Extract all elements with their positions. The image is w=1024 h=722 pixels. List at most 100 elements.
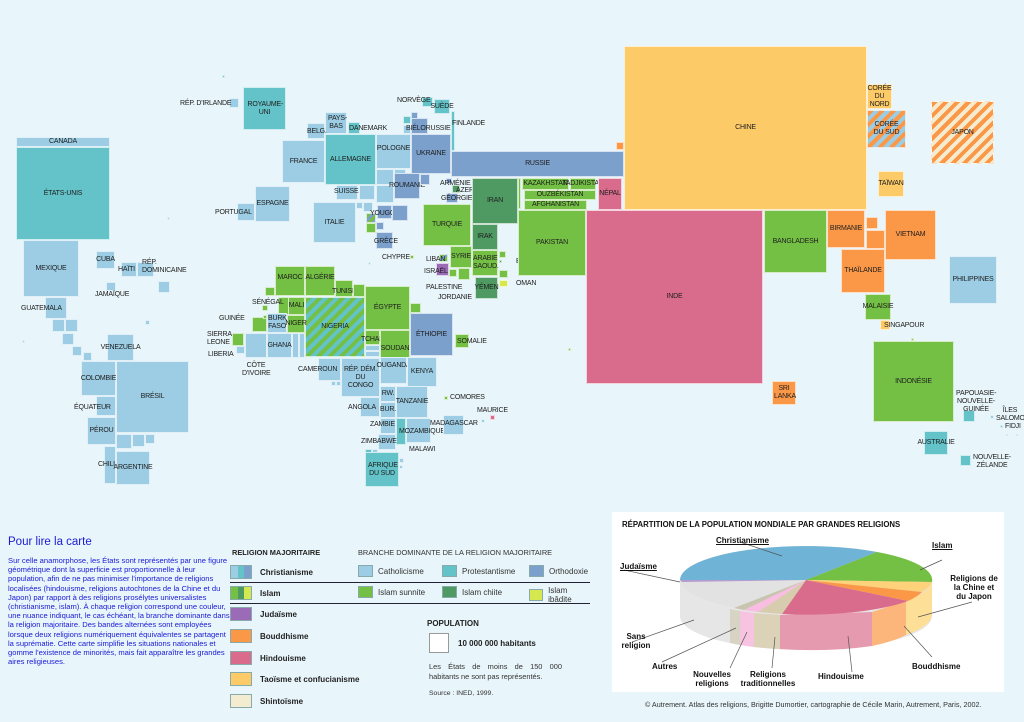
country-venezuela[interactable]: VENEZUELA xyxy=(101,334,141,361)
country-afghanistan[interactable]: AFGHANISTAN xyxy=(524,200,587,210)
country-tchequie[interactable] xyxy=(376,169,394,185)
country-thailande[interactable]: THAÏLANDE xyxy=(841,249,885,293)
country-birmanie[interactable]: BIRMANIE xyxy=(827,210,865,248)
country-kazakhstan[interactable]: KAZAKHSTAN xyxy=(522,178,569,190)
country-norvege[interactable] xyxy=(422,97,433,107)
country-kenya[interactable]: KENYA xyxy=(407,357,437,387)
country-somalie[interactable] xyxy=(455,334,469,348)
country-erythree[interactable] xyxy=(410,303,421,313)
country-estonie[interactable] xyxy=(403,116,411,124)
country-belgique[interactable] xyxy=(307,123,325,139)
country-guinee[interactable] xyxy=(252,317,267,332)
country-jamaique[interactable] xyxy=(106,282,116,291)
country-hongrie[interactable] xyxy=(376,185,394,203)
country-japon[interactable]: JAPON xyxy=(931,101,994,164)
country-comores[interactable] xyxy=(444,396,448,400)
country-macedoine[interactable] xyxy=(376,222,384,230)
country-nouvelle-zelande[interactable] xyxy=(960,455,971,466)
country-gambie[interactable] xyxy=(262,305,268,311)
country-espagne[interactable]: ESPAGNE xyxy=(255,186,290,222)
country-lesotho[interactable] xyxy=(399,458,404,463)
country-islande[interactable] xyxy=(222,75,225,78)
country-maldives[interactable] xyxy=(568,348,571,351)
country-sri-lanka[interactable]: SRI LANKA xyxy=(772,381,796,405)
country-rwanda[interactable]: RW. xyxy=(380,386,396,402)
country-chypre[interactable] xyxy=(410,255,414,259)
country-armenie[interactable] xyxy=(446,178,452,184)
country-allemagne[interactable]: ALLEMAGNE xyxy=(325,134,376,185)
country-pays-bas[interactable]: PAYS-BAS xyxy=(325,112,347,134)
country-ukraine[interactable]: UKRAINE xyxy=(411,134,451,174)
country-small[interactable] xyxy=(132,434,145,447)
country-inde[interactable]: INDE xyxy=(586,210,763,384)
country-soudan[interactable]: SOUDAN xyxy=(380,330,410,360)
country-slovenie[interactable] xyxy=(356,202,363,209)
country-azerbaidjan[interactable] xyxy=(452,185,460,193)
country-yougoslavie[interactable] xyxy=(377,205,392,219)
country-bielorussie[interactable] xyxy=(411,118,428,134)
country-cameroun[interactable] xyxy=(318,358,341,381)
country-chine[interactable]: CHINE xyxy=(624,46,867,210)
country-pologne[interactable]: POLOGNE xyxy=(376,134,411,169)
country-small[interactable] xyxy=(167,217,170,220)
country-autriche[interactable] xyxy=(359,185,375,200)
country-tchad[interactable] xyxy=(365,330,380,345)
country-roumanie[interactable]: ROUMANIE xyxy=(389,173,425,199)
country-madagascar[interactable] xyxy=(443,415,464,435)
country-ouganda[interactable]: OUGANDA xyxy=(377,357,411,384)
country-afrique-sud[interactable]: AFRIQUE DU SUD xyxy=(365,452,399,487)
country-oman[interactable] xyxy=(499,280,508,287)
country-russie[interactable]: RUSSIE xyxy=(451,151,624,177)
country-egypte[interactable]: ÉGYPTE xyxy=(365,286,410,330)
country-libye[interactable] xyxy=(353,284,365,297)
country-pakistan[interactable]: PAKISTAN xyxy=(518,210,586,276)
country-niger[interactable]: NIGER xyxy=(285,315,307,333)
country-arabie[interactable]: ARABIE SAOUD. xyxy=(472,250,499,276)
country-ouzbekistan[interactable]: OUZBÉKISTAN xyxy=(524,190,596,200)
country-algerie[interactable]: ALGÉRIE xyxy=(305,266,335,296)
country-small[interactable] xyxy=(158,281,170,293)
country-philippines[interactable]: PHILIPPINES xyxy=(949,256,997,304)
country-salomon[interactable] xyxy=(990,415,994,419)
country-nepal[interactable]: NÉPAL xyxy=(598,178,622,210)
country-laos[interactable] xyxy=(866,217,878,229)
country-mauritanie[interactable] xyxy=(265,287,275,296)
country-mongolie[interactable] xyxy=(616,142,624,150)
country-small[interactable] xyxy=(22,340,25,343)
country-car[interactable] xyxy=(365,345,380,351)
country-koweit[interactable] xyxy=(499,251,506,258)
country-iran[interactable]: IRAN xyxy=(472,178,518,224)
country-liberia[interactable] xyxy=(236,346,245,354)
country-albanie[interactable] xyxy=(366,223,376,233)
country-malte[interactable] xyxy=(368,262,371,265)
country-equateur[interactable] xyxy=(96,396,116,416)
country-brunei[interactable] xyxy=(911,338,914,341)
country-chili[interactable] xyxy=(104,446,116,484)
country-small[interactable] xyxy=(1016,434,1018,436)
country-small[interactable] xyxy=(145,434,155,444)
country-maroc[interactable]: MAROC xyxy=(275,266,305,296)
country-small[interactable] xyxy=(83,352,92,361)
country-ghana[interactable]: GHANA xyxy=(267,333,292,358)
country-reunion[interactable] xyxy=(481,419,485,423)
country-malaisie[interactable]: MALAISIE xyxy=(863,294,894,320)
country-small[interactable] xyxy=(365,351,380,357)
country-zimbabwe[interactable] xyxy=(378,434,396,450)
country-portugal[interactable] xyxy=(237,203,255,221)
country-israel[interactable] xyxy=(436,263,449,276)
country-malawi[interactable] xyxy=(396,418,406,445)
country-cote-ivoire[interactable] xyxy=(245,333,267,358)
country-taiwan[interactable]: TAÏWAN xyxy=(878,171,904,197)
country-mozambique[interactable] xyxy=(406,418,431,443)
country-zambie[interactable] xyxy=(380,418,396,434)
country-bangladesh[interactable]: BANGLADESH xyxy=(764,210,827,273)
country-nigeria[interactable]: NIGERIA xyxy=(305,297,365,357)
country-burundi[interactable]: BUR. xyxy=(380,402,396,418)
country-cambodge[interactable] xyxy=(866,230,885,249)
country-small[interactable] xyxy=(72,346,82,356)
country-finlande[interactable] xyxy=(451,111,455,151)
country-tadjikistan[interactable]: TADJIKISTAN xyxy=(562,178,604,190)
country-small[interactable] xyxy=(1006,434,1008,436)
country-sierra-leone[interactable] xyxy=(232,333,244,346)
country-moldavie[interactable] xyxy=(420,174,430,185)
